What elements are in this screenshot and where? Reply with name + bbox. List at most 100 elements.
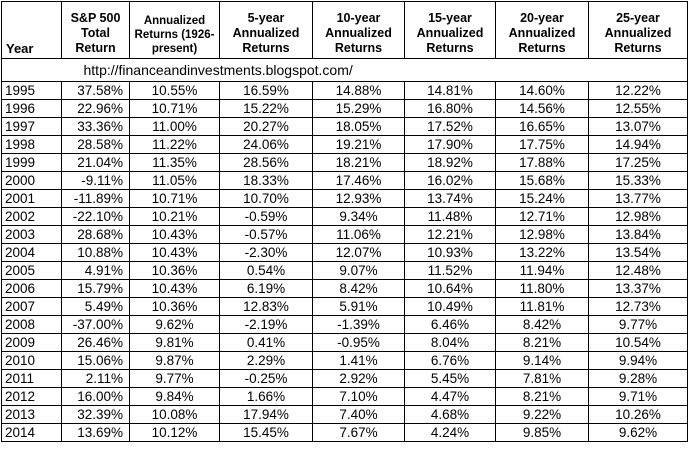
15-year-return-cell: 16.02%: [404, 171, 496, 190]
sp500-returns-table: Year S&P 500 Total Return Annualized Ret…: [1, 1, 688, 442]
25-year-return-cell: 12.22%: [588, 81, 688, 100]
25-year-return-cell: 10.54%: [588, 333, 688, 352]
year-cell: 2011: [1, 369, 62, 388]
25-year-return-cell: 13.37%: [588, 279, 688, 298]
header-20-year-returns: 20-year Annualized Returns: [495, 1, 589, 59]
sp500-total-return-cell: 2.11%: [61, 369, 130, 388]
25-year-return-cell: 9.28%: [588, 369, 688, 388]
year-cell: 2013: [1, 405, 62, 424]
20-year-return-cell: 17.88%: [495, 153, 589, 172]
5-year-return-cell: 24.06%: [219, 135, 313, 154]
sp500-total-return-cell: 28.58%: [61, 135, 130, 154]
sp500-total-return-cell: 28.68%: [61, 225, 130, 244]
25-year-return-cell: 12.98%: [588, 207, 688, 226]
header-line: Total: [81, 26, 110, 40]
10-year-return-cell: -0.95%: [312, 333, 405, 352]
10-year-return-cell: 1.41%: [312, 351, 405, 370]
20-year-return-cell: 7.81%: [495, 369, 589, 388]
25-year-return-cell: 9.94%: [588, 351, 688, 370]
table-row: 1996 22.96% 10.71% 15.22% 15.29% 16.80% 14.56%…: [1, 99, 688, 118]
sp500-total-return-cell: -22.10%: [61, 207, 130, 226]
5-year-return-cell: 0.54%: [219, 261, 313, 280]
10-year-return-cell: 15.29%: [312, 99, 405, 118]
header-line: Annualized: [325, 26, 392, 40]
20-year-return-cell: 8.42%: [495, 315, 589, 334]
10-year-return-cell: 9.07%: [312, 261, 405, 280]
25-year-return-cell: 13.07%: [588, 117, 688, 136]
25-year-return-cell: 14.94%: [588, 135, 688, 154]
25-year-return-cell: 17.25%: [588, 153, 688, 172]
annualized-return-cell: 9.84%: [129, 387, 220, 406]
15-year-return-cell: 18.92%: [404, 153, 496, 172]
5-year-return-cell: 15.45%: [219, 423, 313, 442]
annualized-return-cell: 10.55%: [129, 81, 220, 100]
annualized-return-cell: 10.21%: [129, 207, 220, 226]
table-row: 2014 13.69% 10.12% 15.45% 7.67% 4.24% 9.85% 9.6…: [1, 423, 688, 442]
15-year-return-cell: 11.48%: [404, 207, 496, 226]
20-year-return-cell: 12.98%: [495, 225, 589, 244]
25-year-return-cell: 10.26%: [588, 405, 688, 424]
header-line: Returns: [518, 41, 566, 55]
sp500-total-return-cell: 10.88%: [61, 243, 130, 262]
15-year-return-cell: 14.81%: [404, 81, 496, 100]
year-cell: 2004: [1, 243, 62, 262]
5-year-return-cell: 1.66%: [219, 387, 313, 406]
url-row-blank-cell: [1, 58, 62, 82]
annualized-return-cell: 10.43%: [129, 243, 220, 262]
25-year-return-cell: 13.54%: [588, 243, 688, 262]
5-year-return-cell: 6.19%: [219, 279, 313, 298]
10-year-return-cell: -1.39%: [312, 315, 405, 334]
year-cell: 1998: [1, 135, 62, 154]
header-sp500-total-return: S&P 500 Total Return: [61, 1, 130, 59]
5-year-return-cell: -0.57%: [219, 225, 313, 244]
table-row: 1995 37.58% 10.55% 16.59% 14.88% 14.81% 14.60%…: [1, 81, 688, 100]
20-year-return-cell: 16.65%: [495, 117, 589, 136]
5-year-return-cell: 16.59%: [219, 81, 313, 100]
header-line: 5-year: [247, 11, 285, 25]
5-year-return-cell: -0.25%: [219, 369, 313, 388]
15-year-return-cell: 11.52%: [404, 261, 496, 280]
table-row: 2001 -11.89% 10.71% 10.70% 12.93% 13.74% 15.24…: [1, 189, 688, 208]
10-year-return-cell: 19.21%: [312, 135, 405, 154]
5-year-return-cell: 18.33%: [219, 171, 313, 190]
source-url-text: http://financeandinvestments.blogspot.co…: [83, 62, 353, 78]
10-year-return-cell: 7.40%: [312, 405, 405, 424]
sp500-total-return-cell: 16.00%: [61, 387, 130, 406]
10-year-return-cell: 17.46%: [312, 171, 405, 190]
table-row: 2005 4.91% 10.36% 0.54% 9.07% 11.52% 11.94% 12.…: [1, 261, 688, 280]
sp500-total-return-cell: 15.06%: [61, 351, 130, 370]
annualized-return-cell: 10.36%: [129, 297, 220, 316]
10-year-return-cell: 12.07%: [312, 243, 405, 262]
sp500-total-return-cell: 32.39%: [61, 405, 130, 424]
source-url-row: http://financeandinvestments.blogspot.co…: [1, 58, 688, 82]
sp500-total-return-cell: 26.46%: [61, 333, 130, 352]
10-year-return-cell: 18.21%: [312, 153, 405, 172]
year-cell: 2003: [1, 225, 62, 244]
year-cell: 2010: [1, 351, 62, 370]
15-year-return-cell: 10.49%: [404, 297, 496, 316]
15-year-return-cell: 8.04%: [404, 333, 496, 352]
header-line: Returns: [614, 41, 662, 55]
25-year-return-cell: 12.55%: [588, 99, 688, 118]
sp500-total-return-cell: 4.91%: [61, 261, 130, 280]
header-line: Annualized: [416, 26, 484, 40]
15-year-return-cell: 13.74%: [404, 189, 496, 208]
5-year-return-cell: 0.41%: [219, 333, 313, 352]
header-line: Annualized: [143, 15, 206, 27]
sp500-total-return-cell: 22.96%: [61, 99, 130, 118]
table-row: 1999 21.04% 11.35% 28.56% 18.21% 18.92% 17.88%…: [1, 153, 688, 172]
header-line: S&P 500: [70, 11, 121, 25]
sp500-total-return-cell: 15.79%: [61, 279, 130, 298]
sp500-total-return-cell: 37.58%: [61, 81, 130, 100]
10-year-return-cell: 11.06%: [312, 225, 405, 244]
header-annualized-returns: Annualized Returns (1926- present): [129, 1, 220, 59]
5-year-return-cell: 15.22%: [219, 99, 313, 118]
5-year-return-cell: 10.70%: [219, 189, 313, 208]
15-year-return-cell: 10.64%: [404, 279, 496, 298]
table-row: 2004 10.88% 10.43% -2.30% 12.07% 10.93% 13.22%…: [1, 243, 688, 262]
header-line: Annualized: [604, 26, 672, 40]
header-line: Returns (1926-: [134, 29, 215, 41]
header-line: Return: [75, 41, 116, 55]
annualized-return-cell: 11.35%: [129, 153, 220, 172]
15-year-return-cell: 6.76%: [404, 351, 496, 370]
